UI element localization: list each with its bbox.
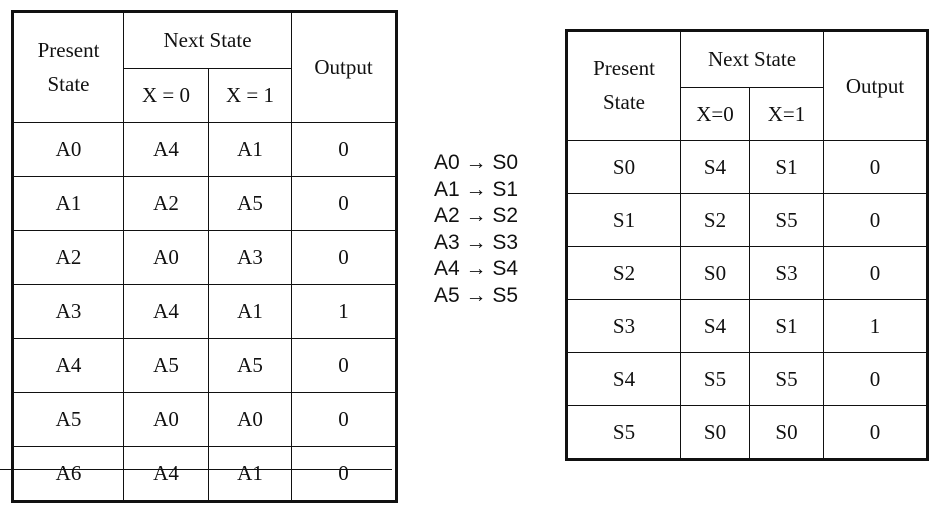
- table-row: S0 S4 S1 0: [566, 140, 928, 194]
- state-cell: A1: [12, 176, 124, 231]
- next-x0-cell: A4: [123, 122, 209, 177]
- state-cell: S2: [566, 246, 681, 300]
- next-x0-cell: A5: [123, 338, 209, 393]
- table-row: S2 S0 S3 0: [566, 246, 928, 300]
- next-x1-cell: S0: [749, 405, 824, 460]
- state-cell: A0: [12, 122, 124, 177]
- output-cell: 1: [823, 299, 928, 353]
- next-x1-cell: S1: [749, 299, 824, 353]
- mapping-item: A0 → S0: [434, 151, 519, 174]
- original-state-table: Present State Next State Output X = 0 X …: [11, 10, 398, 503]
- table-row: A5 A0 A0 0: [12, 392, 397, 447]
- output-cell: 1: [291, 284, 397, 339]
- next-x0-cell: S4: [680, 299, 750, 353]
- x1-header: X=1: [749, 87, 824, 141]
- table-row: A4 A5 A5 0: [12, 338, 397, 393]
- next-x1-cell: A0: [208, 392, 292, 447]
- next-x1-cell: A1: [208, 446, 292, 502]
- state-cell: S0: [566, 140, 681, 194]
- next-x1-cell: A5: [208, 338, 292, 393]
- x0-header: X = 0: [123, 68, 209, 123]
- state-cell: S4: [566, 352, 681, 406]
- next-x1-cell: A5: [208, 176, 292, 231]
- renamed-state-table: Present State Next State Output X=0 X=1 …: [565, 29, 929, 461]
- output-cell: 0: [823, 405, 928, 460]
- output-cell: 0: [291, 230, 397, 285]
- next-x1-cell: A1: [208, 284, 292, 339]
- state-cell: A6: [12, 446, 124, 502]
- output-cell: 0: [823, 140, 928, 194]
- state-cell: A5: [12, 392, 124, 447]
- state-cell: A4: [12, 338, 124, 393]
- state-cell: A2: [12, 230, 124, 285]
- strikethrough-line: [0, 469, 392, 470]
- next-x0-cell: S4: [680, 140, 750, 194]
- next-x1-cell: A1: [208, 122, 292, 177]
- table-row: A0 A4 A1 0: [12, 122, 397, 177]
- next-x0-cell: A0: [123, 392, 209, 447]
- mapping-item: A3 → S3: [434, 230, 519, 254]
- x0-header: X=0: [680, 87, 750, 141]
- next-x1-cell: S5: [749, 352, 824, 406]
- present-state-header: Present State: [12, 11, 124, 123]
- next-x0-cell: A2: [123, 176, 209, 231]
- state-cell: A3: [12, 284, 124, 339]
- output-cell: 0: [823, 352, 928, 406]
- table-row: A3 A4 A1 1: [12, 284, 397, 339]
- table-row: S5 S0 S0 0: [566, 405, 928, 460]
- next-x1-cell: S5: [749, 193, 824, 247]
- next-x0-cell: A0: [123, 230, 209, 285]
- output-cell: 0: [823, 246, 928, 300]
- output-cell: 0: [291, 176, 397, 231]
- mapping-item: A4 → S4: [434, 257, 519, 280]
- mapping-item: A5 → S5: [434, 283, 519, 307]
- output-cell: 0: [291, 446, 397, 502]
- output-header: Output: [291, 11, 397, 123]
- state-cell: S1: [566, 193, 681, 247]
- next-x0-cell: A4: [123, 446, 209, 502]
- next-state-header: Next State: [680, 30, 824, 88]
- table-row: S3 S4 S1 1: [566, 299, 928, 353]
- next-x1-cell: S3: [749, 246, 824, 300]
- next-x1-cell: A3: [208, 230, 292, 285]
- output-cell: 0: [291, 122, 397, 177]
- state-cell: S3: [566, 299, 681, 353]
- next-x0-cell: S0: [680, 405, 750, 460]
- state-mapping-list: A0 → S0 A1 → S1 A2 → S2 A3 → S3 A4 → S4 …: [434, 150, 518, 309]
- output-cell: 0: [291, 338, 397, 393]
- state-cell: S5: [566, 405, 681, 460]
- table-row: A2 A0 A3 0: [12, 230, 397, 285]
- output-cell: 0: [823, 193, 928, 247]
- present-state-header: Present State: [566, 30, 681, 141]
- struck-table-row: A6 A4 A1 0: [12, 446, 397, 502]
- mapping-item: A2 → S2: [434, 204, 519, 227]
- next-x1-cell: S1: [749, 140, 824, 194]
- next-state-header: Next State: [123, 11, 292, 69]
- next-x0-cell: S2: [680, 193, 750, 247]
- mapping-item: A1 → S1: [434, 177, 519, 201]
- x1-header: X = 1: [208, 68, 292, 123]
- next-x0-cell: S5: [680, 352, 750, 406]
- next-x0-cell: S0: [680, 246, 750, 300]
- output-header: Output: [823, 30, 928, 141]
- table-row: S1 S2 S5 0: [566, 193, 928, 247]
- next-x0-cell: A4: [123, 284, 209, 339]
- table-row: S4 S5 S5 0: [566, 352, 928, 406]
- output-cell: 0: [291, 392, 397, 447]
- table-row: A1 A2 A5 0: [12, 176, 397, 231]
